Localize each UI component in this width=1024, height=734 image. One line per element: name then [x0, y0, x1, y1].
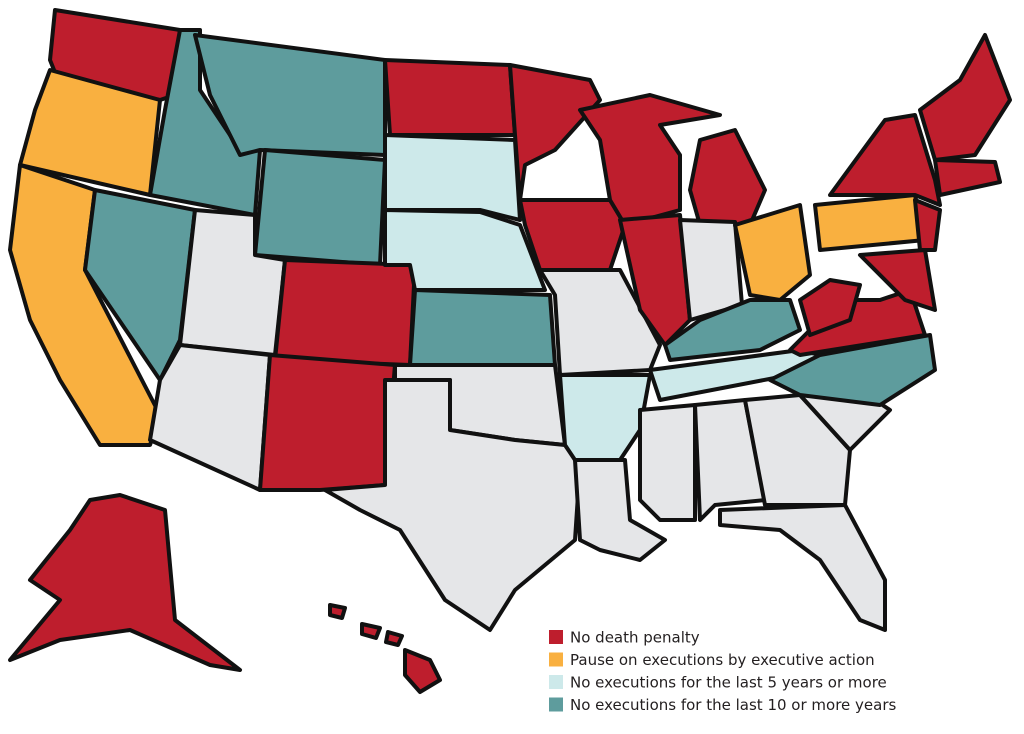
- state: [693, 398, 767, 522]
- state: [828, 113, 942, 207]
- state: [518, 198, 627, 272]
- legend-label: Pause on executions by executive action: [570, 651, 875, 669]
- state: [733, 203, 812, 302]
- state: [688, 128, 767, 227]
- state: [798, 278, 862, 337]
- state: [328, 603, 347, 620]
- state: [638, 403, 697, 522]
- states: [8, 8, 1012, 694]
- legend-swatch: [549, 675, 563, 689]
- state: [383, 133, 522, 222]
- state: [148, 343, 272, 492]
- state: [573, 458, 667, 562]
- state: [813, 193, 927, 252]
- state: [858, 248, 937, 312]
- state: [618, 213, 692, 347]
- state: [933, 158, 1002, 197]
- state: [360, 622, 382, 640]
- state: [323, 378, 582, 632]
- state: [383, 58, 517, 137]
- state: [18, 68, 162, 197]
- state: [718, 503, 887, 632]
- legend-swatch: [549, 630, 563, 644]
- state: [768, 333, 937, 407]
- state: [918, 33, 1012, 162]
- state: [253, 148, 387, 267]
- state: [913, 198, 942, 252]
- legend-label: No death penalty: [570, 629, 700, 647]
- legend: No death penalty Pause on executions by e…: [549, 629, 897, 714]
- state: [383, 208, 547, 292]
- legend-label: No executions for the last 10 or more ye…: [570, 696, 897, 714]
- legend-swatch: [549, 652, 563, 667]
- state: [578, 93, 722, 227]
- state: [508, 63, 602, 202]
- state: [403, 648, 442, 694]
- state: [384, 630, 404, 647]
- state: [558, 373, 652, 462]
- state: [8, 493, 242, 672]
- state: [273, 258, 417, 367]
- state: [258, 353, 397, 492]
- legend-swatch: [549, 697, 563, 712]
- legend-label: No executions for the last 5 years or mo…: [570, 674, 887, 692]
- state: [663, 298, 802, 362]
- state: [408, 288, 557, 367]
